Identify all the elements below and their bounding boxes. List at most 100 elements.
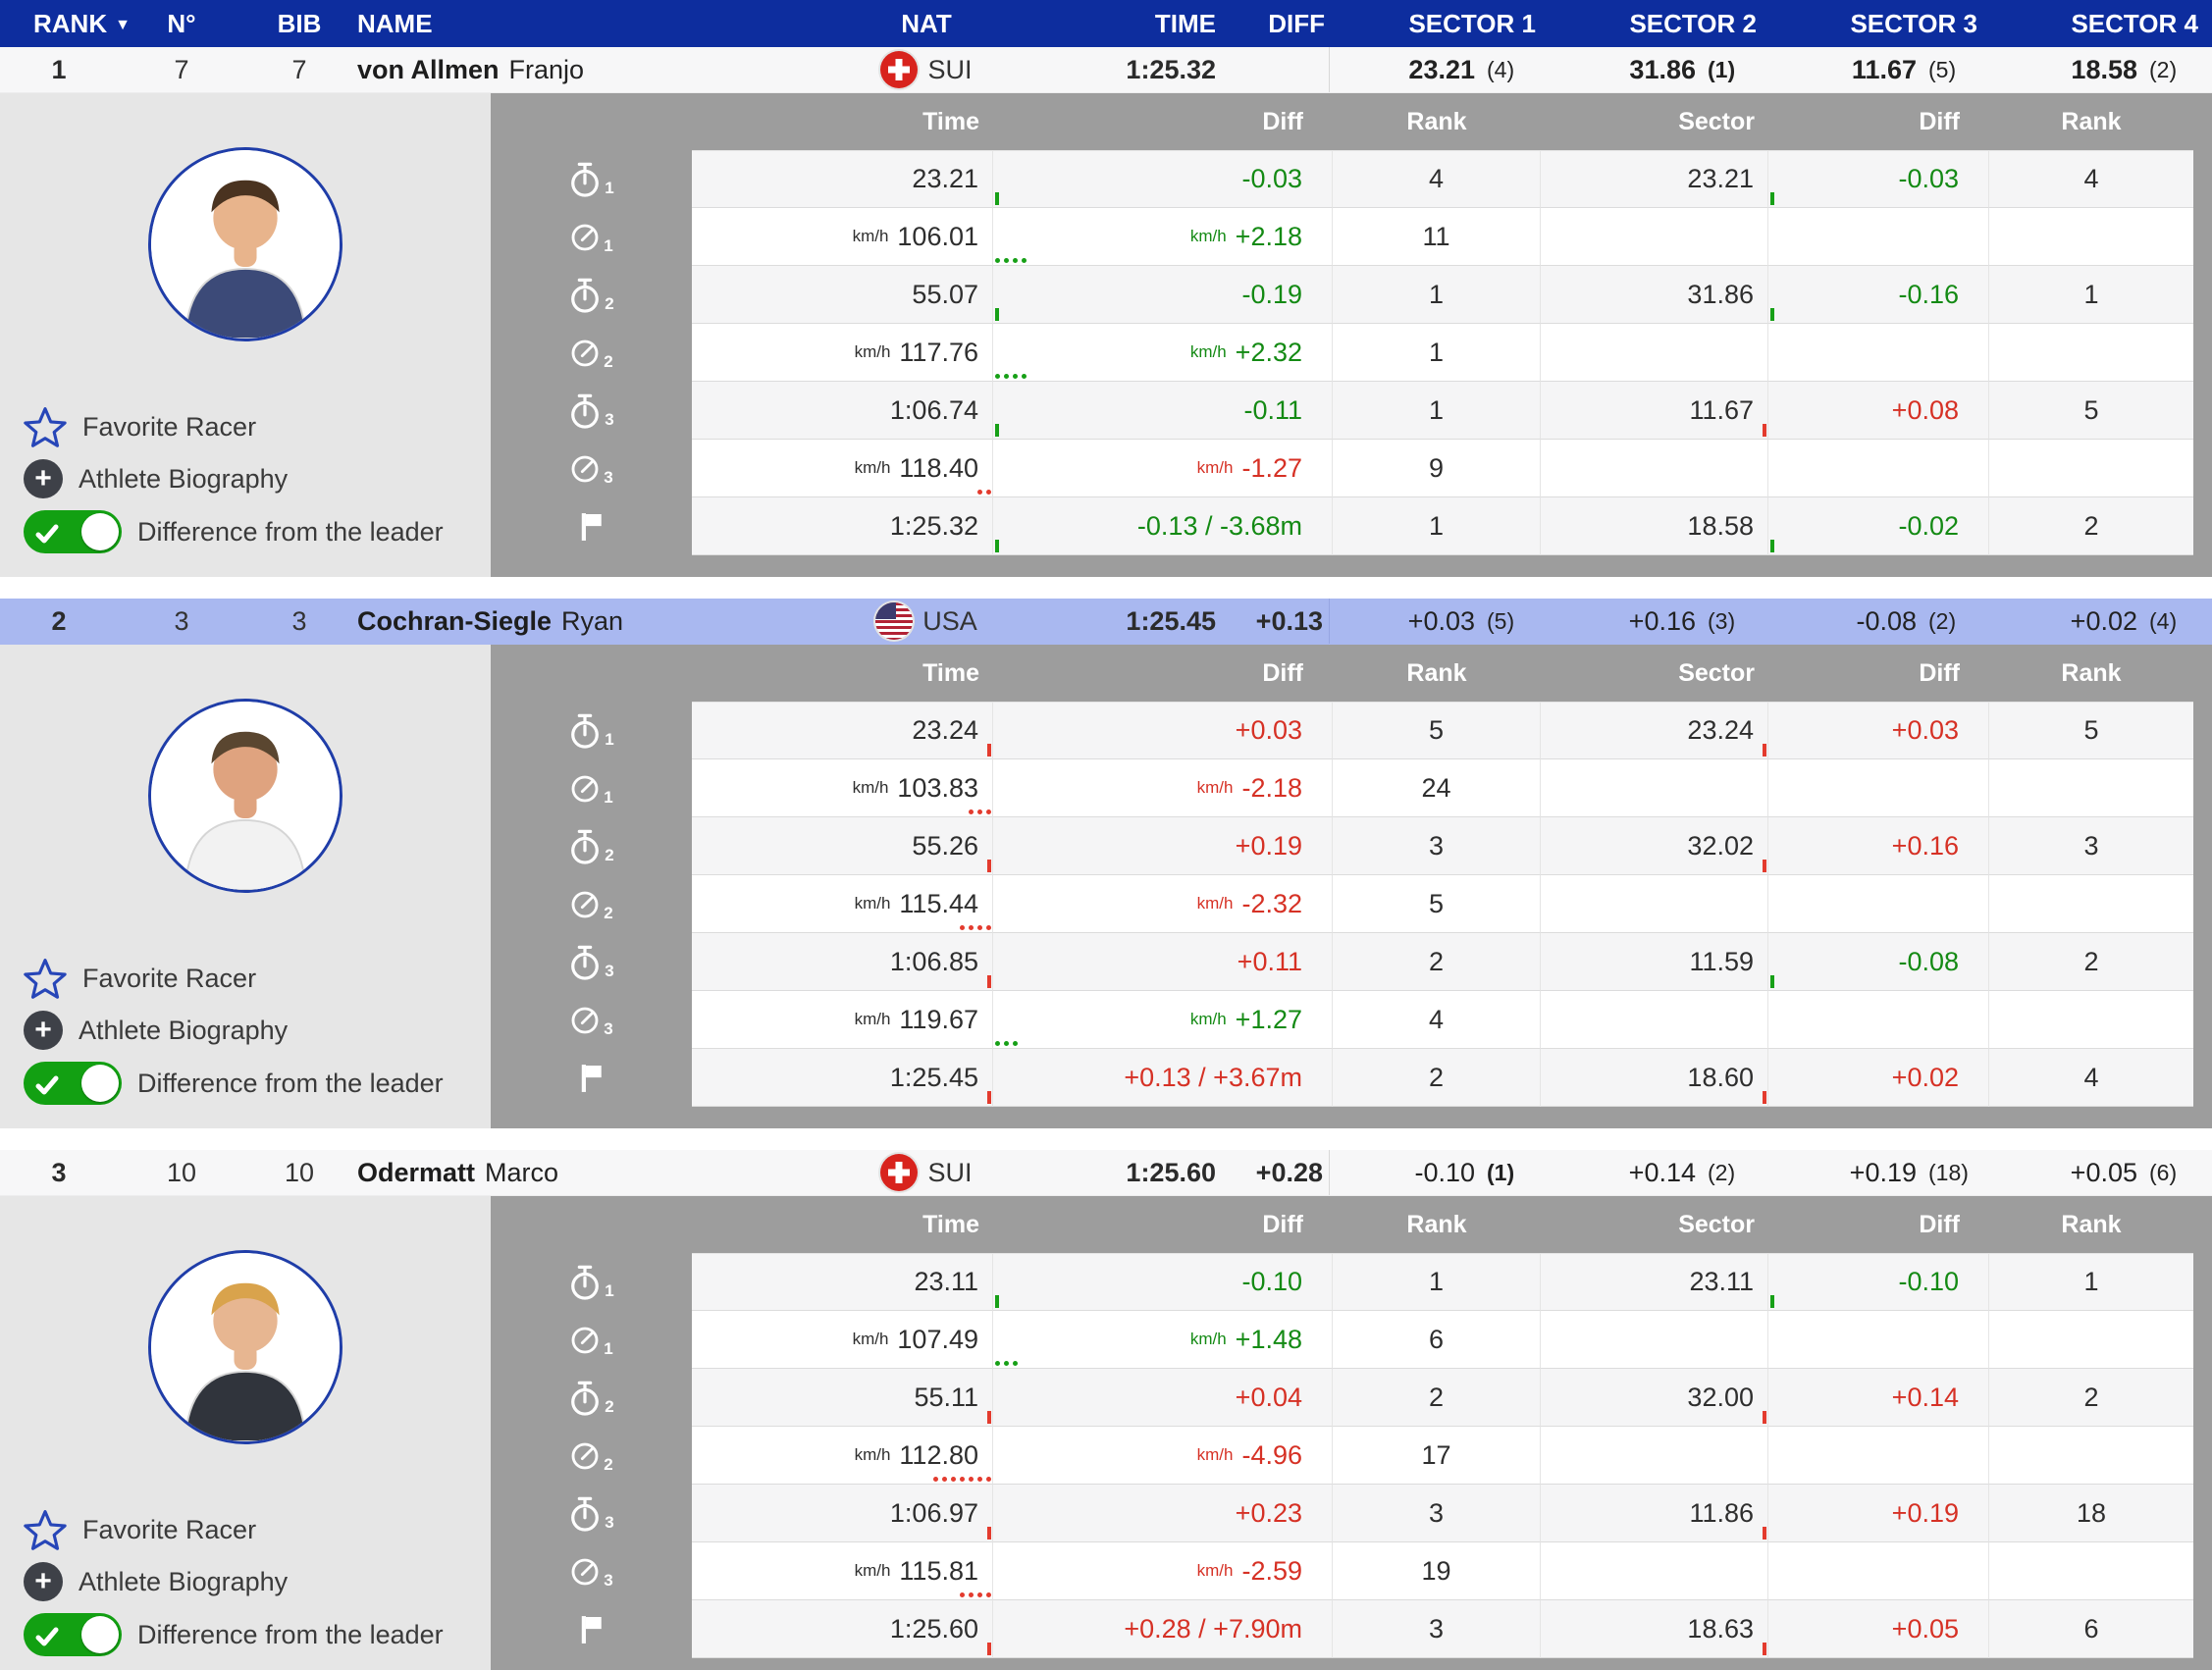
sector-diff-cell	[1768, 1311, 1989, 1369]
difference-toggle-switch[interactable]	[24, 510, 122, 553]
sector-diff-cell	[1768, 440, 1989, 497]
sector-rank: (2)	[1928, 607, 1957, 634]
split-time-cell: 1:06.74	[692, 382, 993, 440]
difference-toggle-switch[interactable]	[24, 1613, 122, 1656]
split-rank-cell: 6	[1333, 1311, 1541, 1369]
total-time-cell: 1:25.45	[1126, 605, 1216, 636]
column-header-sector-1[interactable]: SECTOR 1	[1408, 8, 1536, 38]
sector-time-cell: 18.63	[1541, 1600, 1768, 1658]
sector-value: -0.08	[1856, 605, 1917, 636]
detail-header-time: Time	[922, 1210, 979, 1238]
detail-header-sector: Sector	[1678, 658, 1755, 687]
column-header-rank[interactable]: RANK ▼	[0, 0, 131, 47]
nat-code: SUI	[927, 1157, 973, 1187]
split-diff-cell: km/h -2.18	[993, 759, 1333, 817]
column-header-sector-4[interactable]: SECTOR 4	[2071, 8, 2198, 38]
racer-side-panel: Favorite Racer + Athlete Biography	[0, 645, 491, 1128]
nat-code: USA	[922, 605, 977, 636]
sector-value: +0.02	[2070, 605, 2137, 636]
racer-result-row[interactable]: 1 7 7 von Allmen Franjo SUI 1:25.32 23.2…	[0, 47, 2212, 93]
difference-toggle-switch[interactable]	[24, 1062, 122, 1105]
detail-row: 1:25.45 +0.13 / +3.67m 2 18.60 +0.02 4	[491, 1049, 2212, 1107]
split-rank-cell: 5	[1333, 875, 1541, 933]
sector-rank: (18)	[1928, 1159, 1969, 1185]
column-header-sector-2[interactable]: SECTOR 2	[1629, 8, 1757, 38]
column-header-sector-3[interactable]: SECTOR 3	[1850, 8, 1977, 38]
athlete-biography-button[interactable]: + Athlete Biography	[24, 1562, 491, 1601]
name-cell: Cochran-Siegle Ryan	[353, 599, 784, 644]
red-dots-marker	[977, 490, 991, 495]
number-cell: 7	[174, 54, 189, 84]
detail-row: 1:25.32 -0.13 / -3.68m 1 18.58 -0.02 2	[491, 497, 2212, 555]
column-header-number[interactable]: N°	[167, 8, 196, 38]
column-header-name[interactable]: NAME	[357, 8, 433, 38]
racer-result-row[interactable]: 3 10 10 Odermatt Marco SUI 1:25.60 +0.28…	[0, 1150, 2212, 1196]
sector-time-cell: 11.67	[1541, 382, 1768, 440]
sector-rank: (5)	[1928, 56, 1957, 82]
total-diff-cell: +0.13	[1255, 605, 1323, 636]
favorite-racer-button[interactable]: Favorite Racer	[24, 406, 491, 447]
speedometer-icon: 2	[491, 875, 692, 933]
green-dots-marker	[995, 1361, 1018, 1366]
red-tick-marker	[987, 1527, 991, 1540]
sector-time-cell: 11.86	[1541, 1485, 1768, 1542]
red-dots-marker	[960, 925, 991, 930]
sector-rank: (4)	[1487, 56, 1515, 82]
column-header-time[interactable]: TIME	[1154, 8, 1216, 38]
sector-diff-cell	[1768, 875, 1989, 933]
green-tick-marker	[995, 424, 999, 437]
speedometer-icon: 3	[491, 1542, 692, 1600]
green-tick-marker	[1770, 308, 1774, 321]
sector-rank: (3)	[1708, 607, 1736, 634]
column-header-bib[interactable]: BIB	[277, 8, 322, 38]
detail-header-sector-diff: Diff	[1919, 1210, 1960, 1238]
sector-rank-cell: 4	[1989, 150, 2193, 208]
sector-rank-cell: 2	[1989, 497, 2193, 555]
favorite-racer-button[interactable]: Favorite Racer	[24, 958, 491, 999]
sector-rank-cell	[1989, 1542, 2193, 1600]
sector-diff-cell	[1768, 759, 1989, 817]
sector-rank-cell: 5	[1989, 702, 2193, 759]
split-time-cell: 1:25.45	[692, 1049, 993, 1107]
favorite-racer-button[interactable]: Favorite Racer	[24, 1509, 491, 1550]
split-time-cell: km/h 107.49	[692, 1311, 993, 1369]
detail-row: 1 km/h 107.49 km/h +1.48 6	[491, 1311, 2212, 1369]
detail-table-header: Time Diff Rank Sector Diff Rank	[491, 93, 2212, 150]
red-tick-marker	[1763, 424, 1766, 437]
finish-flag-icon	[491, 1049, 692, 1107]
sector-3-summary-cell: 11.67 (5)	[1770, 47, 1991, 92]
racer-photo	[148, 698, 342, 893]
sector-value: 23.21	[1408, 54, 1475, 84]
photo-area	[0, 93, 491, 394]
difference-toggle-label: Difference from the leader	[137, 516, 444, 547]
column-header-nat[interactable]: NAT	[901, 8, 952, 38]
green-dots-marker	[995, 374, 1027, 379]
detail-header-sector-diff: Diff	[1919, 107, 1960, 135]
icon-subscript: 1	[604, 787, 613, 807]
column-header-diff[interactable]: DIFF	[1268, 8, 1325, 38]
split-rank-cell: 3	[1333, 817, 1541, 875]
speedometer-icon: 2	[491, 324, 692, 382]
sector-detail-table: Time Diff Rank Sector Diff Rank 1 23.24 …	[491, 645, 2212, 1128]
red-dots-marker	[933, 1477, 991, 1482]
split-rank-cell: 17	[1333, 1427, 1541, 1485]
split-diff-cell: +0.11	[993, 933, 1333, 991]
athlete-biography-button[interactable]: + Athlete Biography	[24, 459, 491, 498]
red-tick-marker	[987, 860, 991, 872]
plus-icon: +	[24, 1562, 63, 1601]
sector-time-cell	[1541, 1311, 1768, 1369]
sector-3-summary-cell: -0.08 (2)	[1770, 599, 1991, 644]
sector-diff-cell: -0.08	[1768, 933, 1989, 991]
split-diff-cell: -0.13 / -3.68m	[993, 497, 1333, 555]
icon-column-spacer	[491, 93, 692, 150]
bib-cell: 10	[284, 1157, 315, 1187]
bib-cell: 7	[291, 54, 307, 84]
racer-result-row[interactable]: 2 3 3 Cochran-Siegle Ryan USA 1:25.45 +0…	[0, 599, 2212, 645]
icon-subscript: 2	[604, 903, 613, 922]
sector-time-cell	[1541, 875, 1768, 933]
split-rank-cell: 1	[1333, 266, 1541, 324]
racer-detail: Favorite Racer + Athlete Biography	[0, 1196, 2212, 1670]
split-diff-cell: +0.04	[993, 1369, 1333, 1427]
athlete-biography-button[interactable]: + Athlete Biography	[24, 1011, 491, 1050]
